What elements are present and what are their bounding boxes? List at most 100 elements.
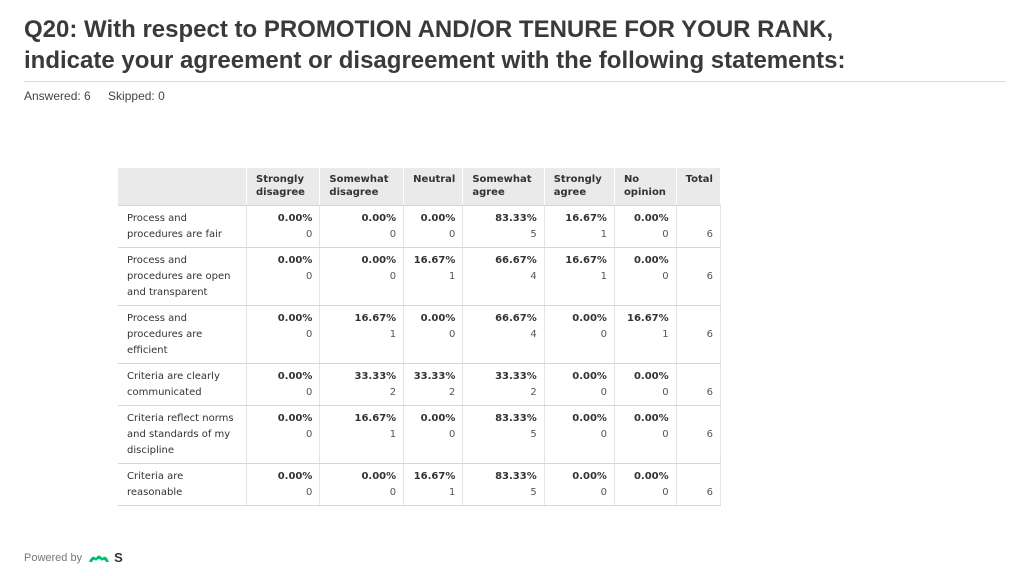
cell-count: 0 [662, 429, 669, 440]
data-cell: 0.00% 0 [614, 463, 677, 506]
data-cell: 83.33% 5 [462, 463, 545, 506]
data-cell: 0.00% 0 [246, 305, 321, 364]
cell-count: 1 [389, 329, 397, 340]
row-label: Criteria are reasonable [118, 463, 247, 506]
cell-count: 0 [600, 387, 607, 398]
data-cell: 0.00% 0 [403, 405, 464, 464]
question-title: Q20: With respect to PROMOTION AND/OR TE… [24, 14, 1004, 76]
cell-percent: 0.00% [277, 413, 313, 424]
row-label: Criteria reflect norms and standards of … [118, 405, 247, 464]
cell-percent: 0.00% [277, 255, 313, 266]
row-label: Process and procedures are efficient [118, 305, 247, 364]
cell-percent: 16.67% [626, 313, 669, 324]
cell-count: 0 [662, 387, 669, 398]
data-cell: 16.67% 1 [544, 247, 615, 306]
column-header: No opinion [614, 168, 677, 206]
cell-count: 0 [306, 329, 313, 340]
data-cell: 0.00% 0 [614, 247, 677, 306]
row-total: 6 [676, 247, 722, 306]
title-divider [24, 81, 1006, 82]
surveymonkey-logo: S [88, 550, 123, 565]
data-cell: 16.67% 1 [544, 205, 615, 248]
column-header: Somewhat agree [462, 168, 545, 206]
cell-count: 4 [530, 329, 537, 340]
data-cell: 33.33% 2 [462, 363, 545, 406]
data-cell: 0.00% 0 [614, 363, 677, 406]
cell-count: 1 [448, 271, 456, 282]
data-cell: 16.67% 1 [319, 405, 405, 464]
header-blank-cell [118, 168, 247, 206]
skipped-count: Skipped: 0 [108, 89, 165, 103]
cell-count: 0 [600, 329, 607, 340]
cell-percent: 66.67% [495, 313, 537, 324]
cell-percent: 16.67% [354, 413, 397, 424]
data-cell: 0.00% 0 [614, 405, 677, 464]
row-total: 6 [676, 363, 722, 406]
cell-percent: 16.67% [565, 255, 607, 266]
data-cell: 16.67% 1 [319, 305, 405, 364]
monkey-logo-icon [89, 555, 110, 562]
cell-count: 0 [306, 271, 313, 282]
cell-percent: 0.00% [572, 313, 607, 324]
cell-count: 0 [306, 229, 313, 240]
data-cell: 33.33% 2 [403, 363, 464, 406]
cell-percent: 16.67% [565, 213, 607, 224]
row-label: Process and procedures are fair [118, 205, 247, 248]
cell-count: 0 [662, 271, 669, 282]
data-cell: 0.00% 0 [319, 247, 405, 306]
logo-text: S [114, 550, 123, 565]
cell-percent: 0.00% [633, 371, 669, 382]
cell-count: 0 [600, 487, 607, 498]
cell-count: 1 [448, 487, 456, 498]
cell-count: 4 [530, 271, 537, 282]
row-total: 6 [676, 305, 722, 364]
column-header: Total [676, 168, 722, 206]
data-cell: 0.00% 0 [614, 205, 677, 248]
cell-count: 2 [448, 387, 456, 398]
row-total: 6 [676, 405, 722, 464]
cell-percent: 33.33% [495, 371, 537, 382]
cell-count: 1 [662, 329, 669, 340]
cell-count: 5 [530, 487, 537, 498]
title-line-2: indicate your agreement or disagreement … [24, 47, 846, 74]
data-cell: 33.33% 2 [319, 363, 405, 406]
cell-percent: 0.00% [572, 413, 607, 424]
cell-percent: 33.33% [354, 371, 397, 382]
table-row: Criteria reflect norms and standards of … [118, 405, 722, 464]
cell-count: 0 [662, 229, 669, 240]
footer: Powered by S [24, 550, 123, 565]
cell-count: 0 [306, 387, 313, 398]
cell-count: 2 [389, 387, 397, 398]
cell-percent: 16.67% [413, 471, 456, 482]
cell-percent: 0.00% [420, 413, 456, 424]
cell-percent: 66.67% [495, 255, 537, 266]
table-row: Criteria are clearly communicated 0.00% 0 3… [118, 363, 722, 406]
data-cell: 0.00% 0 [246, 363, 321, 406]
powered-by-text: Powered by [24, 551, 83, 564]
data-cell: 66.67% 4 [462, 305, 545, 364]
data-cell: 0.00% 0 [319, 205, 405, 248]
table-row: Process and procedures are open and tran… [118, 247, 722, 306]
cell-count: 0 [448, 329, 456, 340]
cell-percent: 0.00% [420, 313, 456, 324]
cell-percent: 0.00% [361, 213, 397, 224]
data-cell: 0.00% 0 [544, 463, 615, 506]
cell-percent: 83.33% [495, 413, 537, 424]
cell-percent: 0.00% [572, 471, 607, 482]
cell-count: 0 [662, 487, 669, 498]
row-total: 6 [676, 205, 722, 248]
row-label: Criteria are clearly communicated [118, 363, 247, 406]
results-table: Strongly disagree Somewhat disagree Neutra… [118, 168, 722, 506]
cell-count: 1 [600, 229, 607, 240]
data-cell: 0.00% 0 [246, 463, 321, 506]
data-cell: 0.00% 0 [246, 205, 321, 248]
data-cell: 16.67% 1 [614, 305, 677, 364]
cell-count: 1 [389, 429, 397, 440]
cell-percent: 0.00% [277, 371, 313, 382]
data-cell: 0.00% 0 [544, 363, 615, 406]
table-body: Process and procedures are fair 0.00% 0 0.0… [118, 205, 722, 506]
data-cell: 83.33% 5 [462, 205, 545, 248]
cell-percent: 0.00% [633, 471, 669, 482]
cell-percent: 0.00% [277, 471, 313, 482]
row-total: 6 [676, 463, 722, 506]
